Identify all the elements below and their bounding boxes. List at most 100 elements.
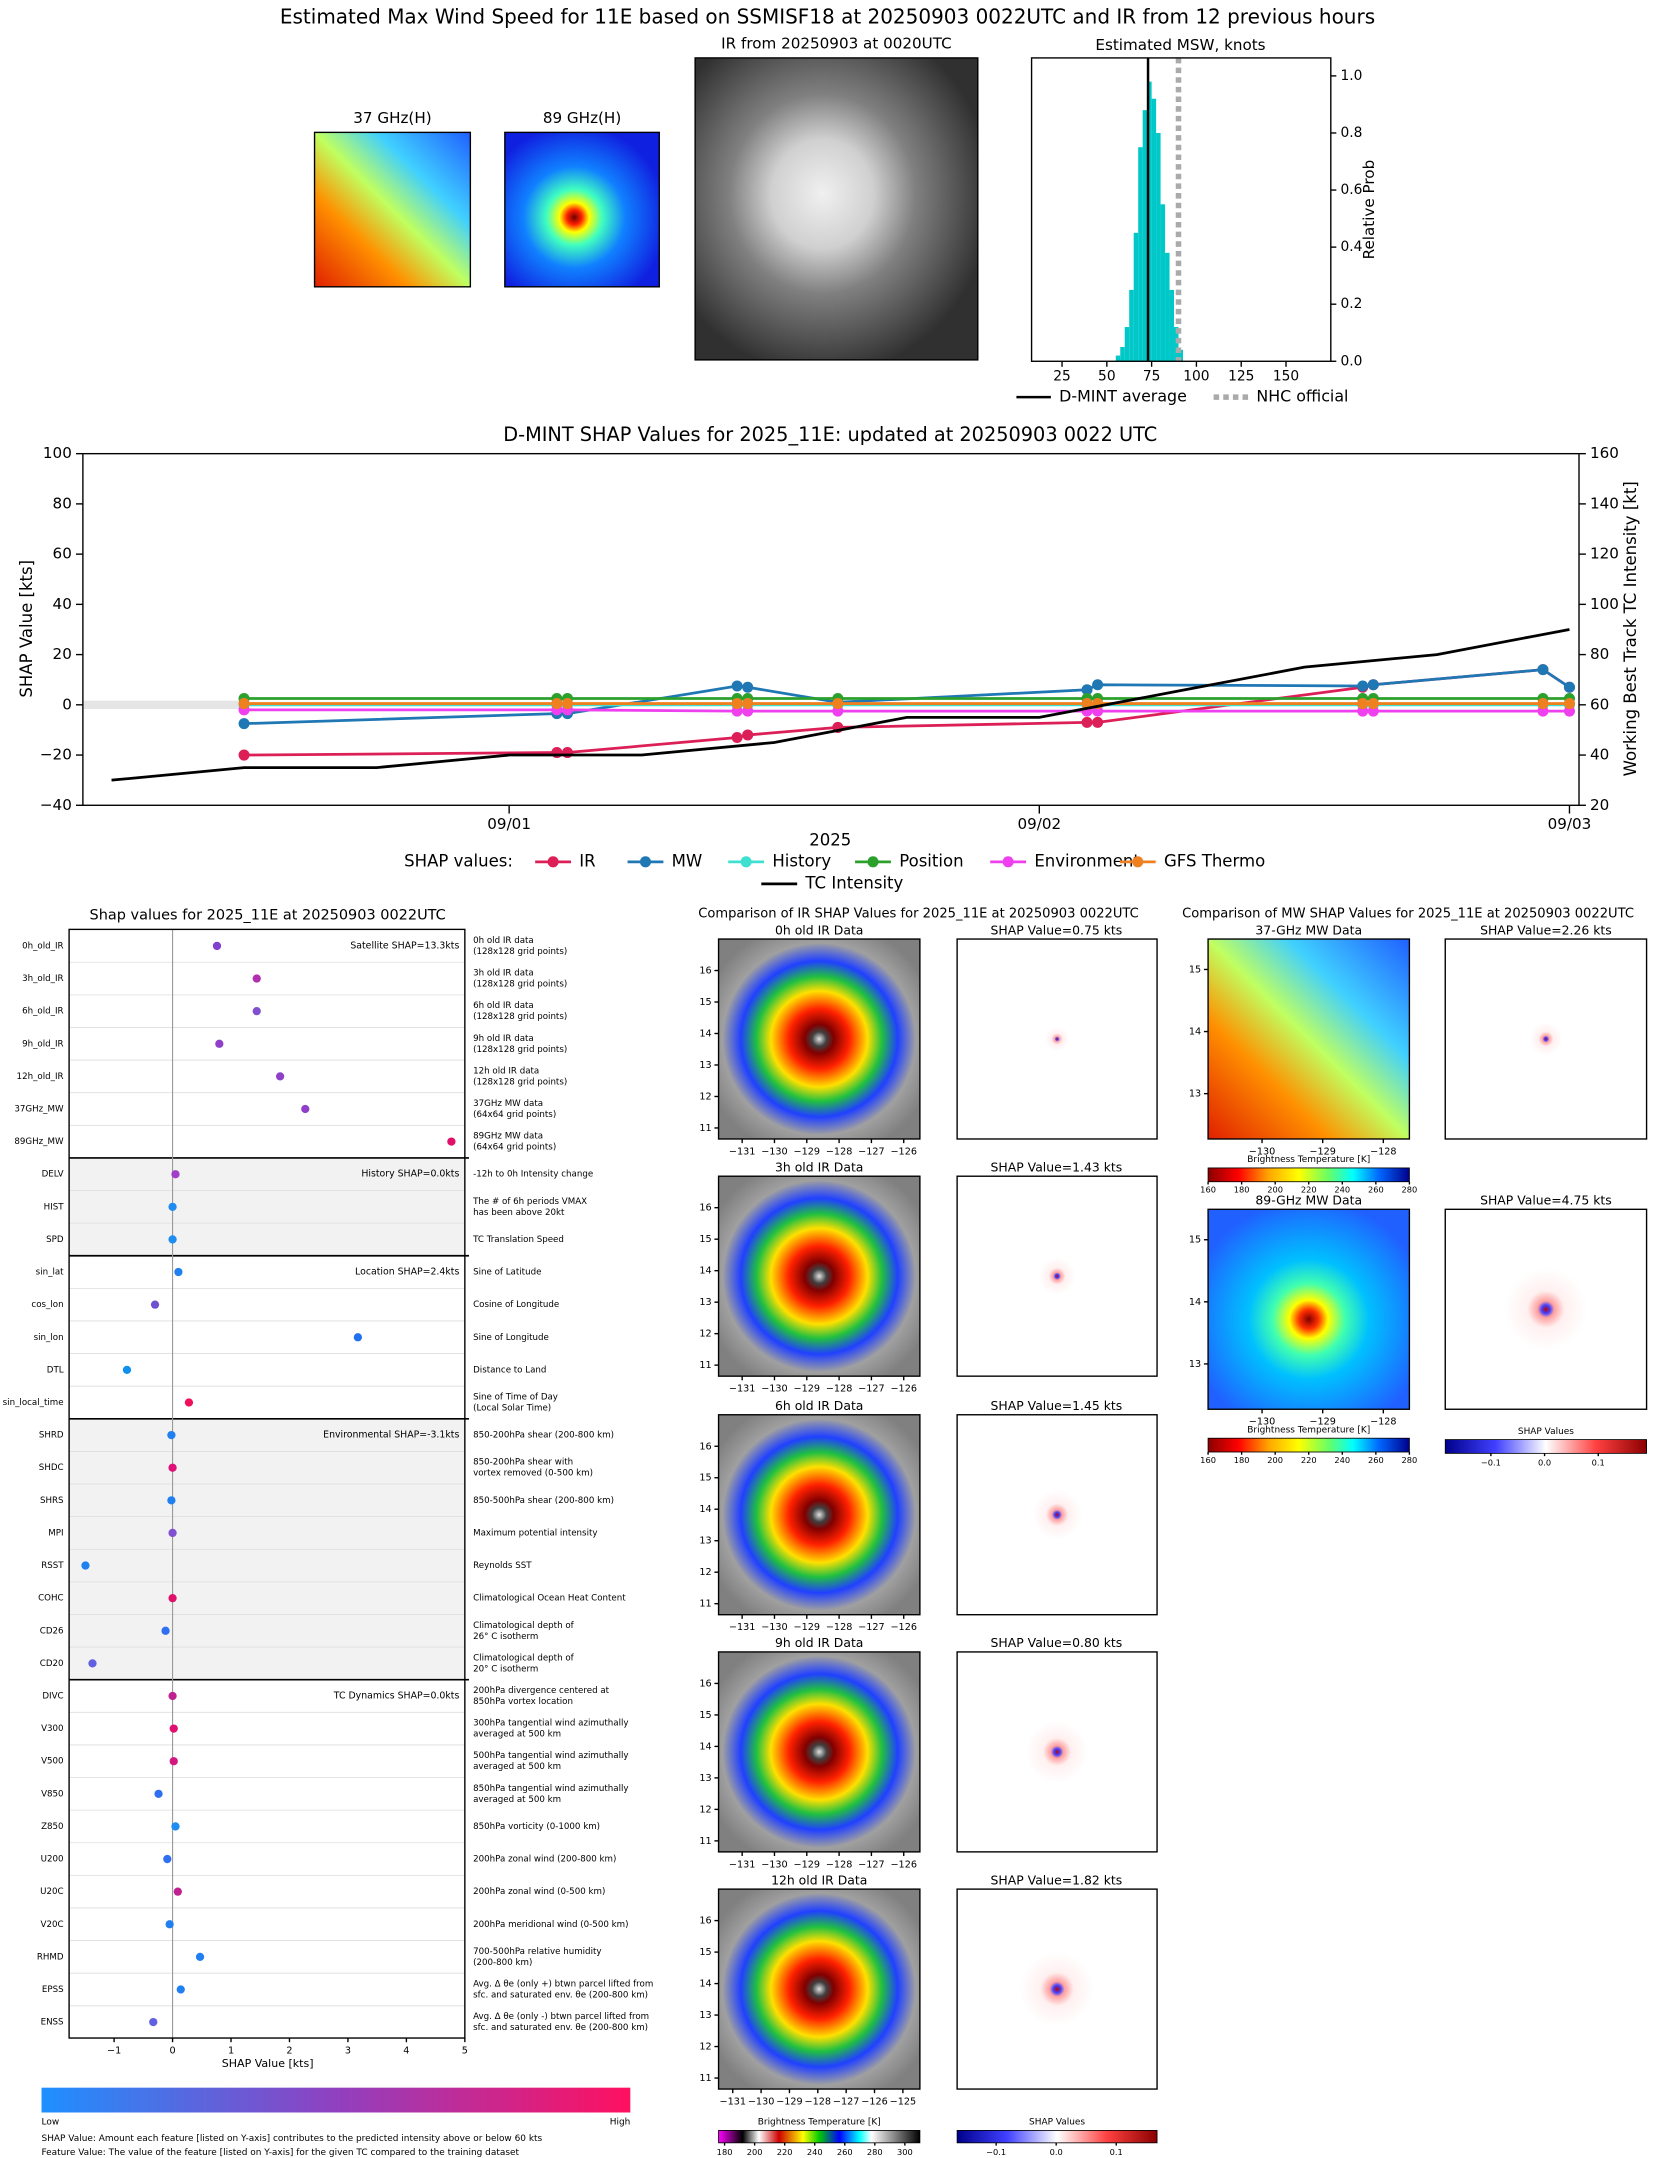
x-tick-label: −131: [729, 1859, 755, 1870]
shap-dot: [447, 1137, 456, 1146]
series-marker: [1081, 716, 1093, 728]
feature-description: 37GHz MW data: [473, 1099, 543, 1109]
histogram-bar: [1142, 110, 1148, 362]
feature-description: vortex removed (0-500 km): [473, 1469, 593, 1479]
colorbar-label: SHAP Values: [1518, 1427, 1574, 1437]
plot-frame: [68, 928, 466, 2039]
shap-dot: [275, 1072, 285, 1081]
shap-dot: [169, 1724, 178, 1733]
x-tick-label: −129: [794, 1384, 820, 1395]
feature-description: Sine of Latitude: [473, 1268, 541, 1278]
colorbar-tick-label: 180: [1234, 1185, 1250, 1195]
y2-tick-label: 160: [1590, 444, 1619, 462]
group-label: Environmental SHAP=-3.1kts: [323, 1430, 459, 1441]
colorbar-tick-label: 240: [1334, 1455, 1350, 1465]
feature-label: 0h_old_IR: [22, 941, 64, 951]
x-tick-label: −131: [720, 2096, 746, 2107]
colorbar-tick-label: 240: [807, 2147, 823, 2157]
y-tick-label: 16: [699, 966, 711, 977]
histogram-bar: [1124, 327, 1130, 362]
colorbar-tick-label: 0.1: [1592, 1458, 1605, 1468]
zero-band: [82, 700, 242, 709]
legend-label: Environment: [1034, 851, 1140, 870]
x-tick-label: 2: [286, 2045, 292, 2056]
feature-description: (200-800 km): [473, 1958, 532, 1968]
feature-label: V20C: [41, 1920, 64, 1930]
shap-dot: [173, 1887, 182, 1896]
panel-title: Comparison of MW SHAP Values for 2025_11…: [1182, 907, 1634, 922]
image-title: SHAP Value=0.80 kts: [991, 1635, 1123, 1650]
x-tick-label: 4: [403, 2045, 409, 2056]
y-tick-label: 12: [699, 1091, 711, 1102]
colorbar: [1207, 1167, 1410, 1183]
chart-title: D-MINT SHAP Values for 2025_11E: updated…: [503, 423, 1157, 446]
x-tick-label: −127: [858, 1859, 884, 1870]
y-tick-label: 13: [699, 1773, 711, 1784]
mw-image: [1207, 1208, 1411, 1410]
feature-label: U20C: [40, 1887, 63, 1897]
ir-image: [717, 1175, 921, 1377]
series-marker: [731, 705, 743, 717]
figure-title: Estimated Max Wind Speed for 11E based o…: [280, 4, 1375, 28]
series-marker: [1563, 698, 1575, 710]
feature-label: sin_lat: [36, 1268, 64, 1278]
legend-label: GFS Thermo: [1164, 851, 1265, 870]
y-tick-label: 13: [699, 1060, 711, 1071]
y-tick-label: 14: [699, 1029, 711, 1040]
colorbar-tick-label: 300: [897, 2147, 913, 2157]
y-tick-label: 13: [699, 2010, 711, 2021]
x-tick-label: 09/01: [487, 815, 531, 833]
feature-description: 850hPa vorticity (0-1000 km): [473, 1822, 600, 1832]
colorbar-tick-label: 160: [1200, 1185, 1216, 1195]
colorbar-tick-label: 280: [1402, 1185, 1418, 1195]
ir-image: [717, 1414, 921, 1616]
colorbar-tick-label: 200: [747, 2147, 763, 2157]
x-tick-label: 1: [228, 2045, 234, 2056]
colorbar-tick-label: 200: [1267, 1455, 1283, 1465]
legend-swatch: [639, 856, 651, 868]
shap-dot: [212, 941, 222, 951]
shap-blob: [1038, 1257, 1076, 1295]
y-tick-label: 16: [699, 1441, 711, 1452]
x-axis-label: SHAP Value [kts]: [222, 2057, 314, 2070]
shap-blob: [1529, 1022, 1563, 1056]
x-tick-label: −126: [890, 1146, 916, 1157]
colorbar-tick-label: 180: [717, 2147, 733, 2157]
legend-swatch: [867, 856, 879, 868]
feature-description: (64x64 grid points): [473, 1143, 556, 1153]
feature-description: sfc. and saturated env. θe (200-800 km): [473, 1991, 648, 2001]
x-tick-label: −128: [826, 1622, 852, 1633]
x-tick-label: 100: [1183, 368, 1209, 384]
feature-description: (128x128 grid points): [473, 980, 567, 990]
y-tick-label: 14: [699, 1741, 711, 1752]
feature-description: sfc. and saturated env. θe (200-800 km): [473, 2023, 648, 2033]
feature-description: (64x64 grid points): [473, 1110, 556, 1120]
colorbar-label: SHAP Values: [1029, 2118, 1085, 2128]
y-axis-label: Relative Prob: [1360, 160, 1378, 260]
shap-dot: [81, 1561, 90, 1570]
colorbar-low: Low: [42, 2118, 60, 2128]
x-tick-label: −131: [729, 1622, 755, 1633]
x-tick-label: −126: [890, 1384, 916, 1395]
series-marker: [561, 698, 573, 710]
feature-description: 89GHz MW data: [473, 1132, 543, 1142]
y2-tick-label: 140: [1590, 494, 1619, 512]
shap-dot: [165, 1920, 174, 1929]
y2-tick-label: 100: [1590, 595, 1619, 613]
x-tick-label: −130: [1249, 1146, 1275, 1157]
x-tick-label: −128: [826, 1146, 852, 1157]
feature-description: 200hPa zonal wind (0-500 km): [473, 1887, 605, 1897]
image-title: 37-GHz MW Data: [1255, 922, 1362, 937]
group-label: History SHAP=0.0kts: [361, 1169, 459, 1180]
x-tick-label: 3: [345, 2045, 351, 2056]
legend-label: MW: [672, 851, 703, 870]
footnote: SHAP Value: Amount each feature [listed …: [42, 2134, 543, 2144]
y-tick-label: 40: [53, 595, 72, 613]
feature-description: TC Translation Speed: [472, 1235, 564, 1245]
x-tick-label: −127: [858, 1622, 884, 1633]
y-tick-label: 15: [699, 1234, 711, 1245]
shap-dot: [169, 1757, 178, 1766]
feature-description: 850hPa tangential wind azimuthally: [473, 1784, 628, 1794]
legend-label: History: [772, 851, 831, 870]
